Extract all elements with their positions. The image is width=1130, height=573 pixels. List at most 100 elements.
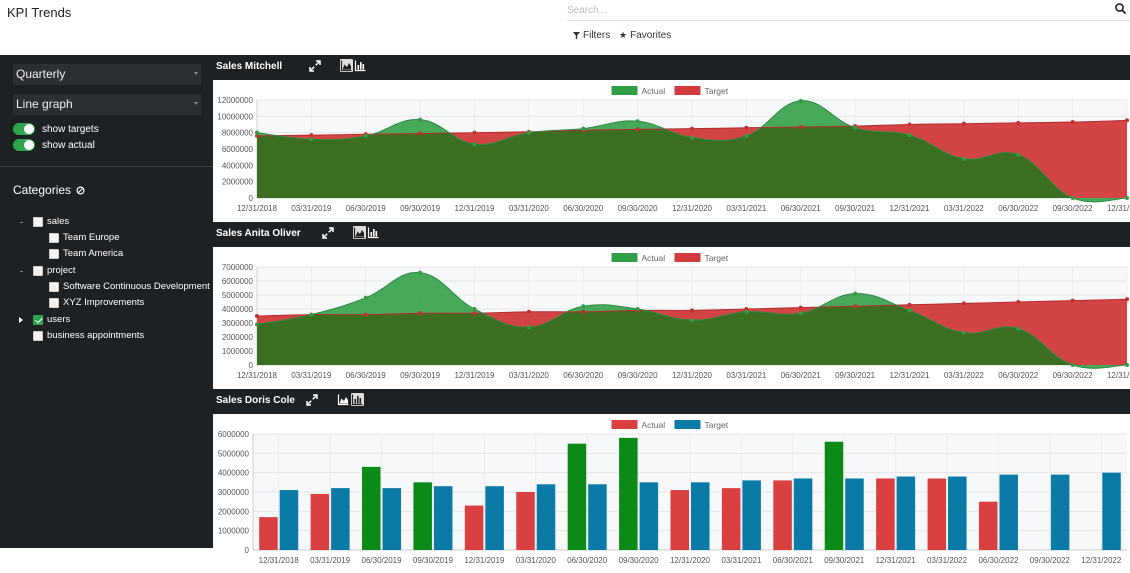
actual-bar[interactable] xyxy=(413,482,432,550)
actual-point[interactable] xyxy=(907,308,912,313)
target-bar[interactable] xyxy=(279,490,299,550)
toggle-switch[interactable] xyxy=(13,139,35,151)
target-point[interactable] xyxy=(744,307,749,311)
category-checkbox[interactable] xyxy=(33,216,43,227)
actual-bar[interactable] xyxy=(824,441,844,550)
favorites-button[interactable]: ★ Favorites xyxy=(619,30,671,41)
actual-point[interactable] xyxy=(635,307,640,311)
target-point[interactable] xyxy=(1070,298,1075,303)
target-point[interactable] xyxy=(690,308,694,313)
target-point[interactable] xyxy=(961,121,966,126)
target-point[interactable] xyxy=(1125,297,1129,302)
legend-label[interactable]: Target xyxy=(705,86,729,96)
actual-point[interactable] xyxy=(418,117,423,122)
actual-point[interactable] xyxy=(690,318,694,323)
bar-chart-view-icon[interactable] xyxy=(354,59,367,72)
area-chart-view-icon[interactable] xyxy=(340,59,353,72)
actual-bar[interactable] xyxy=(978,501,998,550)
actual-point[interactable] xyxy=(255,130,259,135)
legend-label[interactable]: Actual xyxy=(642,253,666,263)
actual-bar[interactable] xyxy=(670,490,689,550)
target-point[interactable] xyxy=(635,127,640,132)
category-item[interactable]: business appointments xyxy=(33,330,144,341)
legend-swatch[interactable] xyxy=(611,420,638,429)
actual-point[interactable] xyxy=(581,304,586,309)
toggle-switch[interactable] xyxy=(13,123,35,135)
target-bar[interactable] xyxy=(999,474,1018,550)
target-bar[interactable] xyxy=(742,480,761,550)
actual-point[interactable] xyxy=(1016,326,1021,331)
target-point[interactable] xyxy=(309,133,314,138)
category-checkbox[interactable] xyxy=(33,265,43,276)
actual-point[interactable] xyxy=(472,142,477,147)
actual-point[interactable] xyxy=(744,133,749,138)
category-checkbox[interactable] xyxy=(49,232,59,243)
category-item[interactable]: XYZ Improvements xyxy=(49,297,144,308)
actual-bar[interactable] xyxy=(516,492,535,550)
clear-filter-icon[interactable] xyxy=(76,185,85,195)
actual-point[interactable] xyxy=(363,295,368,300)
actual-point[interactable] xyxy=(690,135,694,140)
actual-point[interactable] xyxy=(1125,196,1129,200)
target-point[interactable] xyxy=(907,122,912,127)
legend-label[interactable]: Target xyxy=(705,420,729,430)
area-chart-view-icon[interactable] xyxy=(353,226,366,239)
target-bar[interactable] xyxy=(536,484,556,550)
target-point[interactable] xyxy=(526,309,531,314)
actual-point[interactable] xyxy=(1070,363,1075,367)
target-bar[interactable] xyxy=(1050,474,1070,550)
target-bar[interactable] xyxy=(1102,472,1121,550)
actual-point[interactable] xyxy=(744,309,749,314)
show-actual-toggle[interactable]: show actual xyxy=(13,139,95,151)
actual-point[interactable] xyxy=(853,125,858,130)
actual-bar[interactable] xyxy=(927,478,947,550)
actual-bar[interactable] xyxy=(310,493,330,550)
expand-arrow-icon[interactable] xyxy=(19,317,23,323)
graph-type-select[interactable]: Line graph xyxy=(13,94,201,115)
target-point[interactable] xyxy=(472,130,477,135)
legend-swatch[interactable] xyxy=(611,86,638,95)
actual-point[interactable] xyxy=(309,137,314,142)
category-item[interactable]: sales xyxy=(33,216,69,227)
target-point[interactable] xyxy=(363,312,368,317)
actual-point[interactable] xyxy=(798,98,803,103)
actual-bar[interactable] xyxy=(362,466,381,550)
target-point[interactable] xyxy=(472,311,477,316)
actual-point[interactable] xyxy=(961,330,966,335)
target-bar[interactable] xyxy=(896,476,916,550)
search-icon[interactable] xyxy=(1114,2,1128,16)
actual-point[interactable] xyxy=(961,156,966,161)
target-point[interactable] xyxy=(798,305,803,310)
actual-point[interactable] xyxy=(1070,196,1075,200)
legend-swatch[interactable] xyxy=(674,86,701,95)
legend-swatch[interactable] xyxy=(674,253,701,262)
actual-bar[interactable] xyxy=(721,488,741,550)
actual-bar[interactable] xyxy=(876,478,895,550)
show-targets-toggle[interactable]: show targets xyxy=(13,123,99,135)
actual-bar[interactable] xyxy=(773,480,792,550)
actual-point[interactable] xyxy=(526,325,531,330)
actual-bar[interactable] xyxy=(464,505,484,550)
target-point[interactable] xyxy=(853,304,858,309)
area-chart-view-icon[interactable] xyxy=(337,393,350,406)
category-checkbox[interactable] xyxy=(49,248,59,259)
actual-point[interactable] xyxy=(526,130,531,135)
actual-point[interactable] xyxy=(635,119,640,124)
target-bar[interactable] xyxy=(588,484,607,550)
actual-point[interactable] xyxy=(472,307,477,311)
category-item[interactable]: users xyxy=(33,314,70,325)
actual-bar[interactable] xyxy=(259,517,278,550)
category-item[interactable]: Team Europe xyxy=(49,232,120,243)
legend-label[interactable]: Target xyxy=(705,253,729,263)
filters-button[interactable]: Filters xyxy=(573,30,610,41)
period-select[interactable]: Quarterly xyxy=(13,64,201,85)
category-item[interactable]: project xyxy=(33,265,76,276)
target-point[interactable] xyxy=(798,124,803,129)
target-point[interactable] xyxy=(690,126,694,131)
actual-bar[interactable] xyxy=(619,437,638,550)
target-bar[interactable] xyxy=(433,486,453,550)
actual-bar[interactable] xyxy=(567,443,587,550)
category-checkbox[interactable] xyxy=(33,330,43,341)
target-point[interactable] xyxy=(255,133,259,138)
target-bar[interactable] xyxy=(485,486,504,550)
